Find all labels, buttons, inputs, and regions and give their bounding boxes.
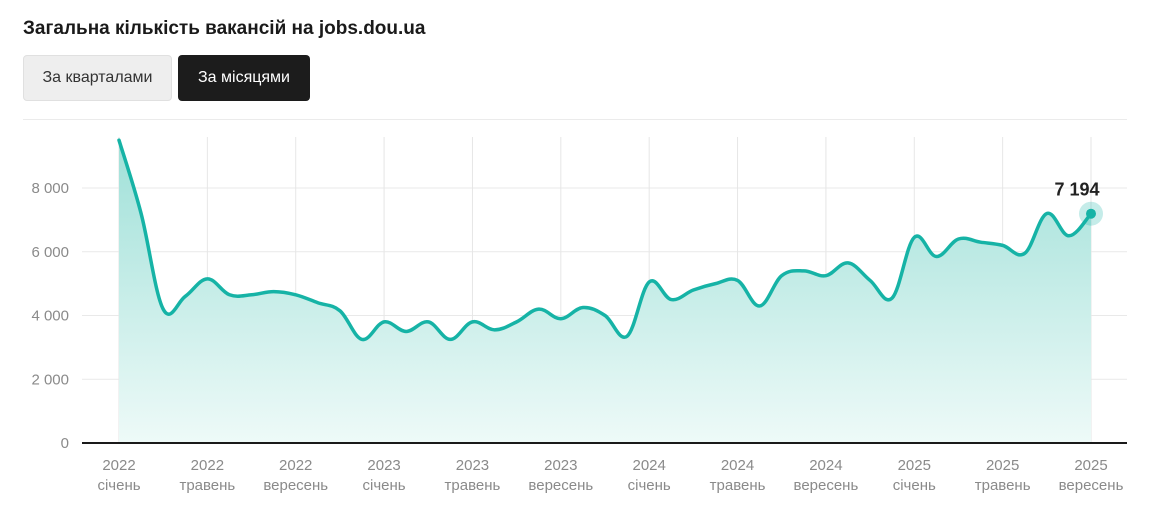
x-tick-month: травень: [975, 477, 1031, 494]
data-point-2023-11[interactable]: [599, 310, 611, 322]
x-tick-year: 2022: [279, 457, 312, 474]
data-point-2022-02[interactable]: [135, 208, 147, 220]
last-point-marker[interactable]: [1086, 208, 1096, 219]
y-tick-label: 4 000: [31, 308, 69, 325]
by-months-button[interactable]: За місяцями: [178, 55, 310, 101]
data-point-2025-07[interactable]: [1041, 208, 1053, 220]
x-tick-month: травень: [710, 477, 766, 494]
x-tick-year: 2022: [102, 457, 135, 474]
data-point-2025-04[interactable]: [975, 236, 987, 248]
data-point-2023-04[interactable]: [444, 333, 456, 345]
data-point-2024-12[interactable]: [886, 292, 898, 304]
data-point-2023-12[interactable]: [621, 330, 633, 342]
data-point-2023-09[interactable]: [555, 313, 567, 325]
data-point-2022-09[interactable]: [290, 289, 302, 301]
data-point-2024-04[interactable]: [709, 278, 721, 290]
data-point-2023-05[interactable]: [466, 316, 478, 328]
data-point-2022-05[interactable]: [201, 273, 213, 285]
data-point-2022-07[interactable]: [246, 289, 258, 301]
x-tick-year: 2023: [456, 457, 489, 474]
data-point-2023-07[interactable]: [511, 316, 523, 328]
data-point-2025-02[interactable]: [930, 251, 942, 263]
x-tick-month: вересень: [1059, 477, 1124, 494]
separator: [23, 119, 1127, 120]
last-value-label: 7 194: [1054, 180, 1099, 200]
y-tick-label: 0: [61, 435, 69, 452]
data-point-2024-07[interactable]: [776, 270, 788, 282]
data-point-2022-08[interactable]: [268, 286, 280, 298]
x-tick-month: січень: [893, 477, 936, 494]
data-point-2023-10[interactable]: [577, 302, 589, 314]
x-tick-year: 2024: [632, 457, 665, 474]
data-point-2023-06[interactable]: [489, 324, 501, 336]
data-point-2024-06[interactable]: [754, 300, 766, 312]
x-tick-year: 2023: [367, 457, 400, 474]
x-tick-year: 2022: [191, 457, 224, 474]
x-tick-year: 2025: [1074, 457, 1107, 474]
x-tick-year: 2024: [721, 457, 754, 474]
data-point-2024-09[interactable]: [820, 270, 832, 282]
x-tick-month: вересень: [263, 477, 328, 494]
data-point-2024-01[interactable]: [643, 276, 655, 288]
data-point-2023-03[interactable]: [422, 316, 434, 328]
y-axis-tick-labels: 0 2 000 4 000 6 000 8 000: [31, 180, 69, 452]
x-tick-month: січень: [363, 477, 406, 494]
chart-title: Загальна кількість вакансій на jobs.dou.…: [23, 18, 426, 39]
data-point-2022-06[interactable]: [223, 289, 235, 301]
x-axis-tick-labels: 2022 січень 2022 травень 2022 вересень 2023 січ…: [97, 457, 1123, 494]
data-point-2025-05[interactable]: [997, 239, 1009, 251]
x-tick-month: січень: [628, 477, 671, 494]
data-point-2023-08[interactable]: [533, 303, 545, 315]
data-point-2023-01[interactable]: [378, 316, 390, 328]
data-point-2025-06[interactable]: [1019, 247, 1031, 259]
data-point-2024-05[interactable]: [732, 274, 744, 286]
data-point-2022-03[interactable]: [157, 303, 169, 315]
x-tick-month: травень: [445, 477, 501, 494]
x-tick-month: вересень: [794, 477, 859, 494]
data-point-2023-02[interactable]: [400, 325, 412, 337]
x-tick-month: травень: [179, 477, 235, 494]
x-tick-year: 2025: [898, 457, 931, 474]
area-fill: [119, 140, 1091, 443]
data-point-2025-01[interactable]: [908, 231, 920, 243]
y-tick-label: 6 000: [31, 244, 69, 261]
data-point-2025-08[interactable]: [1063, 230, 1075, 242]
x-tick-month: січень: [97, 477, 140, 494]
series-line: [117, 138, 1093, 342]
x-tick-year: 2024: [809, 457, 842, 474]
data-point-2022-04[interactable]: [179, 290, 191, 302]
data-point-2025-03[interactable]: [952, 233, 964, 245]
data-point-2022-12[interactable]: [356, 333, 368, 345]
data-point-2024-11[interactable]: [864, 274, 876, 286]
data-point-2022-01[interactable]: [113, 134, 125, 146]
x-tick-year: 2025: [986, 457, 1019, 474]
data-point-2024-02[interactable]: [665, 294, 677, 306]
x-tick-month: вересень: [528, 477, 593, 494]
y-tick-label: 2 000: [31, 371, 69, 388]
data-point-2024-03[interactable]: [687, 284, 699, 296]
data-point-2024-08[interactable]: [798, 265, 810, 277]
by-quarters-button[interactable]: За кварталами: [23, 55, 172, 101]
data-point-2024-10[interactable]: [842, 257, 854, 269]
y-tick-label: 8 000: [31, 180, 69, 197]
data-point-2022-10[interactable]: [312, 297, 324, 309]
x-tick-year: 2023: [544, 457, 577, 474]
data-point-2022-11[interactable]: [334, 305, 346, 317]
